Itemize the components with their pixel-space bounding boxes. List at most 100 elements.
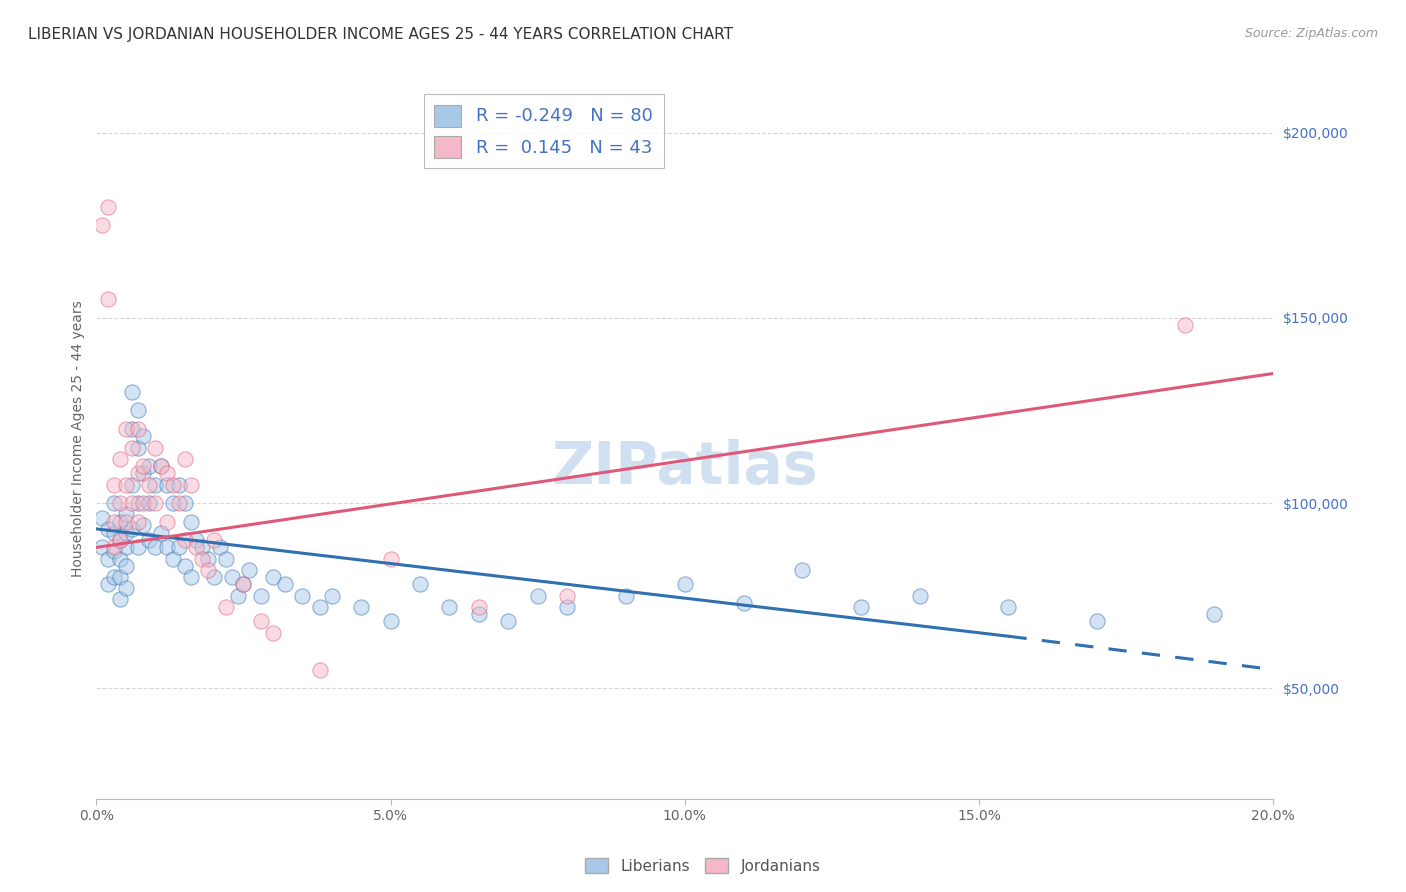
Point	[103, 544, 125, 558]
Point	[167, 496, 190, 510]
Point	[143, 496, 166, 510]
Point	[150, 458, 173, 473]
Point	[108, 515, 131, 529]
Point	[226, 589, 249, 603]
Point	[97, 200, 120, 214]
Point	[150, 525, 173, 540]
Point	[91, 541, 114, 555]
Point	[197, 551, 219, 566]
Point	[138, 496, 160, 510]
Point	[121, 422, 143, 436]
Point	[114, 581, 136, 595]
Point	[186, 541, 208, 555]
Point	[468, 607, 491, 621]
Point	[614, 589, 637, 603]
Point	[997, 599, 1019, 614]
Point	[103, 496, 125, 510]
Point	[127, 467, 149, 481]
Point	[179, 477, 201, 491]
Point	[108, 533, 131, 547]
Point	[555, 599, 578, 614]
Point	[103, 477, 125, 491]
Point	[121, 441, 143, 455]
Point	[97, 522, 120, 536]
Point	[162, 496, 184, 510]
Point	[208, 541, 231, 555]
Point	[138, 477, 160, 491]
Point	[309, 663, 332, 677]
Point	[103, 525, 125, 540]
Point	[121, 522, 143, 536]
Point	[114, 525, 136, 540]
Point	[103, 515, 125, 529]
Point	[127, 515, 149, 529]
Point	[262, 625, 284, 640]
Text: LIBERIAN VS JORDANIAN HOUSEHOLDER INCOME AGES 25 - 44 YEARS CORRELATION CHART: LIBERIAN VS JORDANIAN HOUSEHOLDER INCOME…	[28, 27, 733, 42]
Point	[173, 496, 195, 510]
Point	[108, 570, 131, 584]
Point	[114, 541, 136, 555]
Point	[138, 458, 160, 473]
Point	[380, 615, 402, 629]
Point	[238, 563, 260, 577]
Point	[103, 541, 125, 555]
Point	[250, 615, 273, 629]
Point	[673, 577, 696, 591]
Point	[97, 551, 120, 566]
Point	[733, 596, 755, 610]
Point	[156, 515, 179, 529]
Y-axis label: Householder Income Ages 25 - 44 years: Householder Income Ages 25 - 44 years	[72, 300, 86, 576]
Point	[496, 615, 519, 629]
Point	[108, 496, 131, 510]
Point	[468, 599, 491, 614]
Point	[173, 533, 195, 547]
Point	[132, 496, 155, 510]
Point	[191, 551, 214, 566]
Point	[186, 533, 208, 547]
Point	[851, 599, 873, 614]
Point	[439, 599, 461, 614]
Point	[156, 477, 179, 491]
Point	[555, 589, 578, 603]
Point	[197, 563, 219, 577]
Point	[127, 441, 149, 455]
Point	[1085, 615, 1108, 629]
Point	[291, 589, 314, 603]
Point	[108, 551, 131, 566]
Point	[156, 541, 179, 555]
Point	[1174, 318, 1197, 333]
Point	[143, 441, 166, 455]
Point	[143, 541, 166, 555]
Legend: R = -0.249   N = 80, R =  0.145   N = 43: R = -0.249 N = 80, R = 0.145 N = 43	[423, 94, 664, 169]
Legend: Liberians, Jordanians: Liberians, Jordanians	[579, 852, 827, 880]
Point	[179, 515, 201, 529]
Point	[167, 541, 190, 555]
Text: ZIPatlas: ZIPatlas	[551, 439, 818, 496]
Point	[191, 541, 214, 555]
Point	[221, 570, 243, 584]
Point	[97, 293, 120, 307]
Point	[202, 570, 225, 584]
Point	[202, 533, 225, 547]
Point	[114, 558, 136, 573]
Point	[114, 422, 136, 436]
Point	[162, 551, 184, 566]
Point	[908, 589, 931, 603]
Point	[409, 577, 432, 591]
Point	[792, 563, 814, 577]
Point	[132, 429, 155, 443]
Point	[143, 477, 166, 491]
Point	[162, 477, 184, 491]
Point	[138, 533, 160, 547]
Point	[91, 511, 114, 525]
Point	[114, 515, 136, 529]
Point	[309, 599, 332, 614]
Point	[108, 533, 131, 547]
Point	[114, 507, 136, 521]
Point	[121, 496, 143, 510]
Point	[273, 577, 295, 591]
Point	[156, 467, 179, 481]
Point	[91, 219, 114, 233]
Point	[232, 577, 254, 591]
Point	[380, 551, 402, 566]
